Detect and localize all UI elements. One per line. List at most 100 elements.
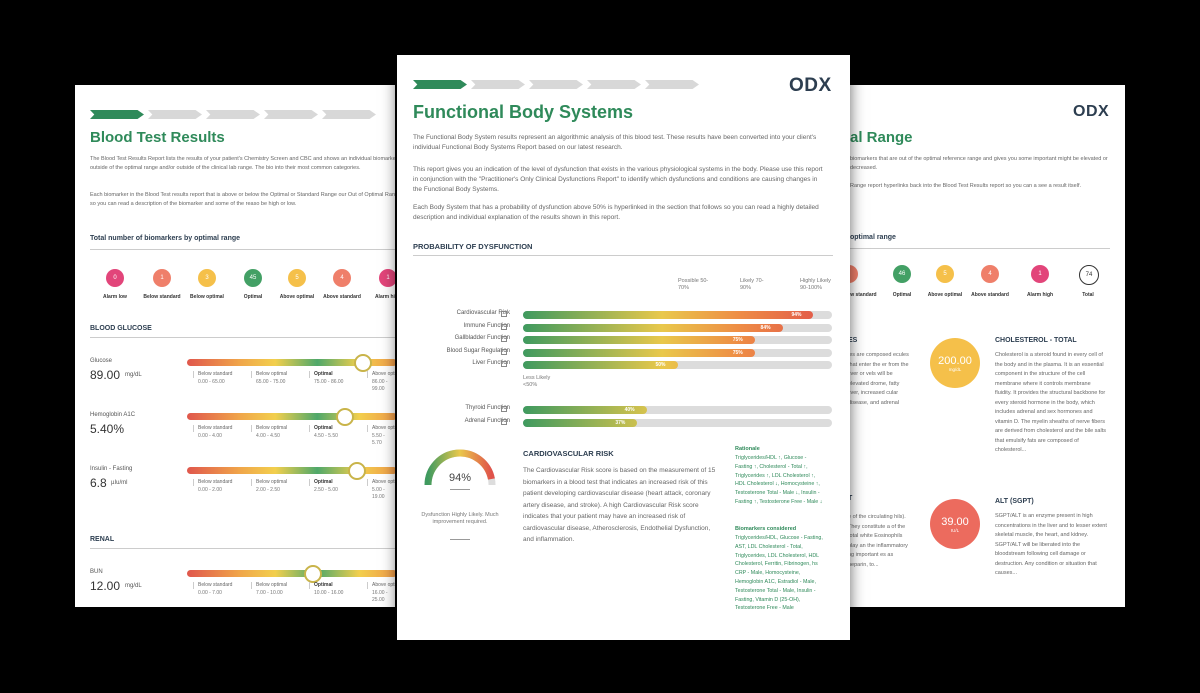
- summary-circle: 3: [198, 269, 216, 287]
- range-marker: [348, 462, 367, 480]
- range-values: 5.00 - 19.00: [372, 487, 385, 500]
- range-bar: [187, 413, 395, 420]
- range-values: 65.00 - 75.00: [256, 379, 286, 385]
- paragraph: Range report hyperlinks back into the Bl…: [850, 183, 1082, 189]
- bar: [523, 323, 783, 332]
- biomarker-unit: mg/dL: [125, 372, 142, 378]
- rationale-text: Triglycerides/HDL ↑, Glucose - Fasting ↑…: [735, 455, 823, 505]
- bar-label: 50%: [655, 362, 666, 368]
- biomarker-value: 89.00: [90, 368, 121, 382]
- range-label: Below standard: [193, 582, 253, 589]
- bar-label: 94%: [791, 312, 802, 318]
- gauge-caption: Dysfunction Highly Likely. Much improvem…: [421, 512, 499, 525]
- range-marker: [354, 354, 373, 372]
- biomarker-unit: µIu/ml: [111, 480, 128, 486]
- summary-circle: 4: [981, 265, 999, 283]
- bar-track: [523, 418, 832, 427]
- zone-label: Highly Likely 90-100%: [800, 278, 831, 291]
- rule: [413, 255, 833, 256]
- page-title: Functional Body Systems: [413, 102, 634, 122]
- paragraph: Each biomarker in the Blood Test results…: [90, 192, 395, 207]
- range-label: Optimal: [309, 479, 369, 486]
- detail-text: The Cardiovascular Risk score is based o…: [523, 467, 716, 543]
- step-chevron: [322, 110, 376, 119]
- rule: [90, 249, 395, 250]
- range-label: Below optimal: [251, 371, 311, 378]
- system-name: Immune Function: [463, 322, 510, 329]
- summary-circle: 5: [288, 269, 306, 287]
- section-heading: RENAL: [90, 536, 115, 543]
- system-name: Cardiovascular Risk: [456, 310, 510, 316]
- summary-circle: 1: [1031, 265, 1049, 283]
- link-icon: [501, 323, 507, 330]
- summary-label: Below standard: [848, 292, 877, 298]
- summary-label: Optimal: [243, 294, 263, 300]
- step-chevron: [529, 80, 583, 89]
- range-label: Below optimal: [251, 425, 311, 432]
- zone-label: Less Likely <50%: [523, 375, 551, 388]
- step-chevron: [206, 110, 260, 119]
- section-heading: BLOOD GLUCOSE: [90, 325, 152, 332]
- summary-circle: 1: [379, 269, 395, 287]
- biomarker-unit: mg/dL: [125, 583, 142, 589]
- summary-circle: 0: [106, 269, 124, 287]
- range-marker: [335, 408, 354, 426]
- range-bar: [187, 570, 395, 577]
- system-name: Liver Function: [472, 360, 510, 366]
- paragraph: This report gives you an indication of t…: [413, 166, 823, 193]
- biomarker-value: 6.8: [90, 476, 107, 490]
- summary-label: Alarm high: [374, 294, 395, 300]
- gauge-fill: [424, 449, 495, 486]
- bar-track: [523, 406, 832, 414]
- step-chevron: [645, 80, 699, 89]
- summary-circle: 4: [333, 269, 351, 287]
- summary-label: Total: [1082, 292, 1094, 298]
- rule: [90, 337, 395, 338]
- biomarker-name: Glucose: [90, 358, 113, 364]
- range-label: Above optimal: [367, 425, 395, 432]
- bar-label: 37%: [615, 419, 626, 426]
- link-icon: [501, 406, 507, 412]
- link-icon: [501, 336, 507, 342]
- section-heading: optimal range: [850, 234, 896, 241]
- rule: [848, 248, 1110, 249]
- summary-label: Optimal: [892, 292, 912, 298]
- bar: [523, 311, 814, 319]
- paragraph: The Blood Test Results Report lists the …: [90, 156, 395, 171]
- value-circle: 200.00 mg/dL: [930, 338, 980, 388]
- bar-label: 84%: [760, 324, 771, 331]
- range-values: 0.00 - 4.00: [198, 433, 222, 439]
- value-circle: 39.00 IU/L: [930, 499, 980, 549]
- value: 39.00: [941, 515, 969, 528]
- summary-label: Above standard: [971, 292, 1009, 298]
- biomarkers-heading: Biomarkers considered: [735, 526, 797, 532]
- summary-label: Below optimal: [190, 294, 224, 300]
- card-heading: ALT (SGPT): [995, 498, 1034, 505]
- fragment-heading: ES: [848, 337, 858, 344]
- biomarker-value: 5.40%: [90, 422, 125, 436]
- bar-label: 75%: [732, 349, 743, 356]
- range-values: 75.00 - 86.00: [314, 379, 344, 385]
- rule: [450, 489, 470, 490]
- summary-circle: 1: [153, 269, 171, 287]
- link-icon: [501, 311, 507, 317]
- fragment-heading: T: [848, 495, 853, 502]
- range-values: 86.00 - 99.00: [372, 379, 388, 392]
- bar: [523, 348, 755, 357]
- bar: [523, 406, 647, 414]
- fragment-text: e of the circulating hils). They constit…: [848, 514, 908, 568]
- center-page: ODX Functional Body Systems The Functional…: [397, 55, 850, 640]
- summary-label: Alarm high: [1026, 292, 1054, 298]
- system-name: Gallbladder Function: [454, 335, 510, 341]
- section-heading: PROBABILITY OF DYSFUNCTION: [413, 242, 533, 251]
- link-icon: [501, 361, 507, 367]
- rule: [450, 539, 470, 540]
- biomarker-name: BUN: [90, 569, 103, 575]
- range-values: 0.00 - 7.00: [198, 590, 222, 596]
- range-label: Below optimal: [251, 582, 311, 589]
- value: 200.00: [938, 354, 972, 367]
- summary-label: Above standard: [323, 294, 361, 300]
- link-icon: [501, 348, 507, 355]
- step-chevron: [264, 110, 318, 119]
- range-bar: [187, 359, 395, 366]
